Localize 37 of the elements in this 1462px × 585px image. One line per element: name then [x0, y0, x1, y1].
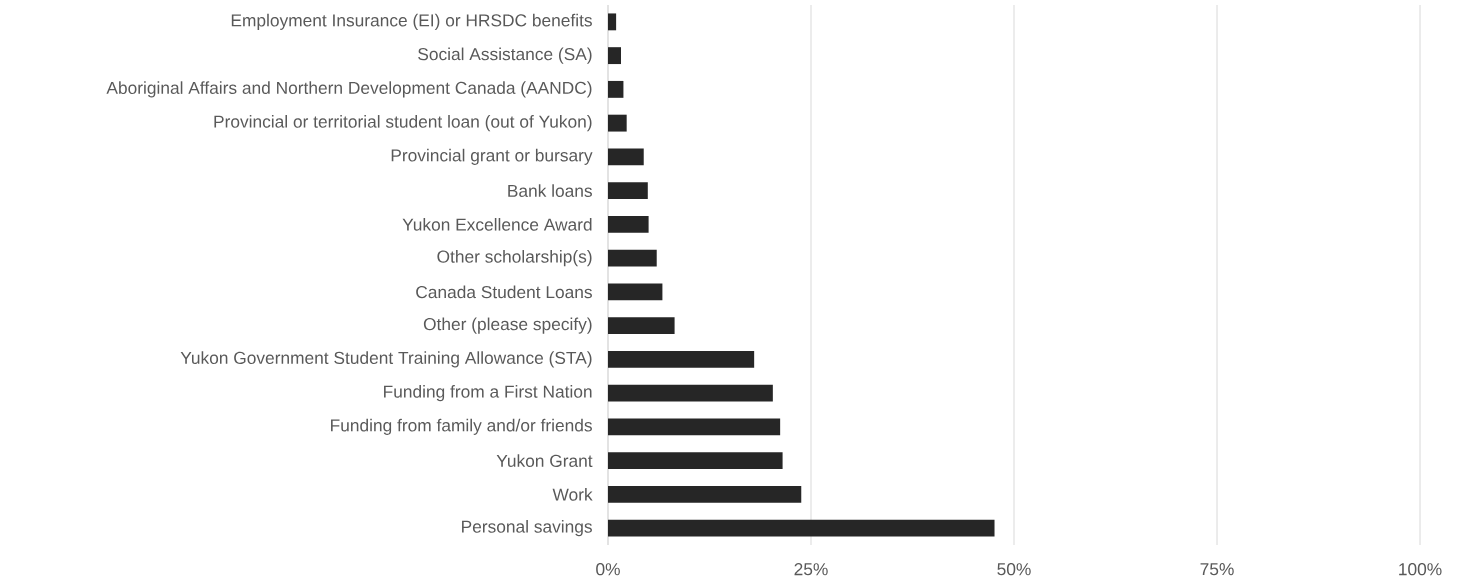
- y-tick-label: Social Assistance (SA): [418, 47, 592, 64]
- y-tick-label: Yukon Government Student Training Allowance (STA): [180, 351, 592, 368]
- bar: [608, 13, 617, 31]
- bar: [608, 317, 675, 335]
- x-tick-label: 50%: [997, 563, 1031, 576]
- x-tick-label: 0%: [596, 563, 620, 576]
- y-tick-label: Other (please specify): [423, 317, 592, 334]
- bar: [608, 148, 644, 166]
- bar: [608, 283, 663, 301]
- y-tick-label: Yukon Excellence Award: [402, 218, 592, 231]
- y-tick-label: Work: [552, 488, 593, 501]
- bar: [608, 384, 773, 402]
- bar: [608, 485, 802, 503]
- y-tick-label: Provincial or territorial student loan (out of Yukon): [214, 115, 592, 132]
- y-tick-label: Canada Student Loans: [416, 285, 592, 299]
- bar: [608, 114, 627, 132]
- y-tick-label: Aboriginal Affairs and Northern Development Canada (AANDC): [106, 81, 592, 98]
- bar: [608, 182, 648, 200]
- y-tick-label: Other scholarship(s): [437, 250, 592, 267]
- bar: [608, 519, 995, 537]
- bar: [608, 350, 755, 368]
- y-tick-label: Employment Insurance (EI) or HRSDC benefits: [231, 13, 592, 30]
- bar: [608, 215, 649, 233]
- y-tick-label: Yukon Grant: [496, 454, 593, 467]
- x-tick-label: 25%: [794, 563, 828, 576]
- bar: [608, 47, 621, 65]
- x-tick-label: 100%: [1399, 563, 1442, 576]
- x-tick-label: 75%: [1200, 563, 1234, 576]
- bar: [608, 452, 783, 470]
- bar: [608, 249, 657, 267]
- bar: [608, 80, 624, 98]
- y-tick-label: Funding from a First Nation: [384, 385, 592, 402]
- bar: [608, 418, 781, 436]
- y-tick-label: Bank loans: [508, 184, 592, 197]
- y-tick-label: Funding from family and/or friends: [331, 418, 592, 435]
- y-tick-label: Personal savings: [462, 520, 592, 537]
- y-tick-label: Provincial grant or bursary: [391, 148, 593, 165]
